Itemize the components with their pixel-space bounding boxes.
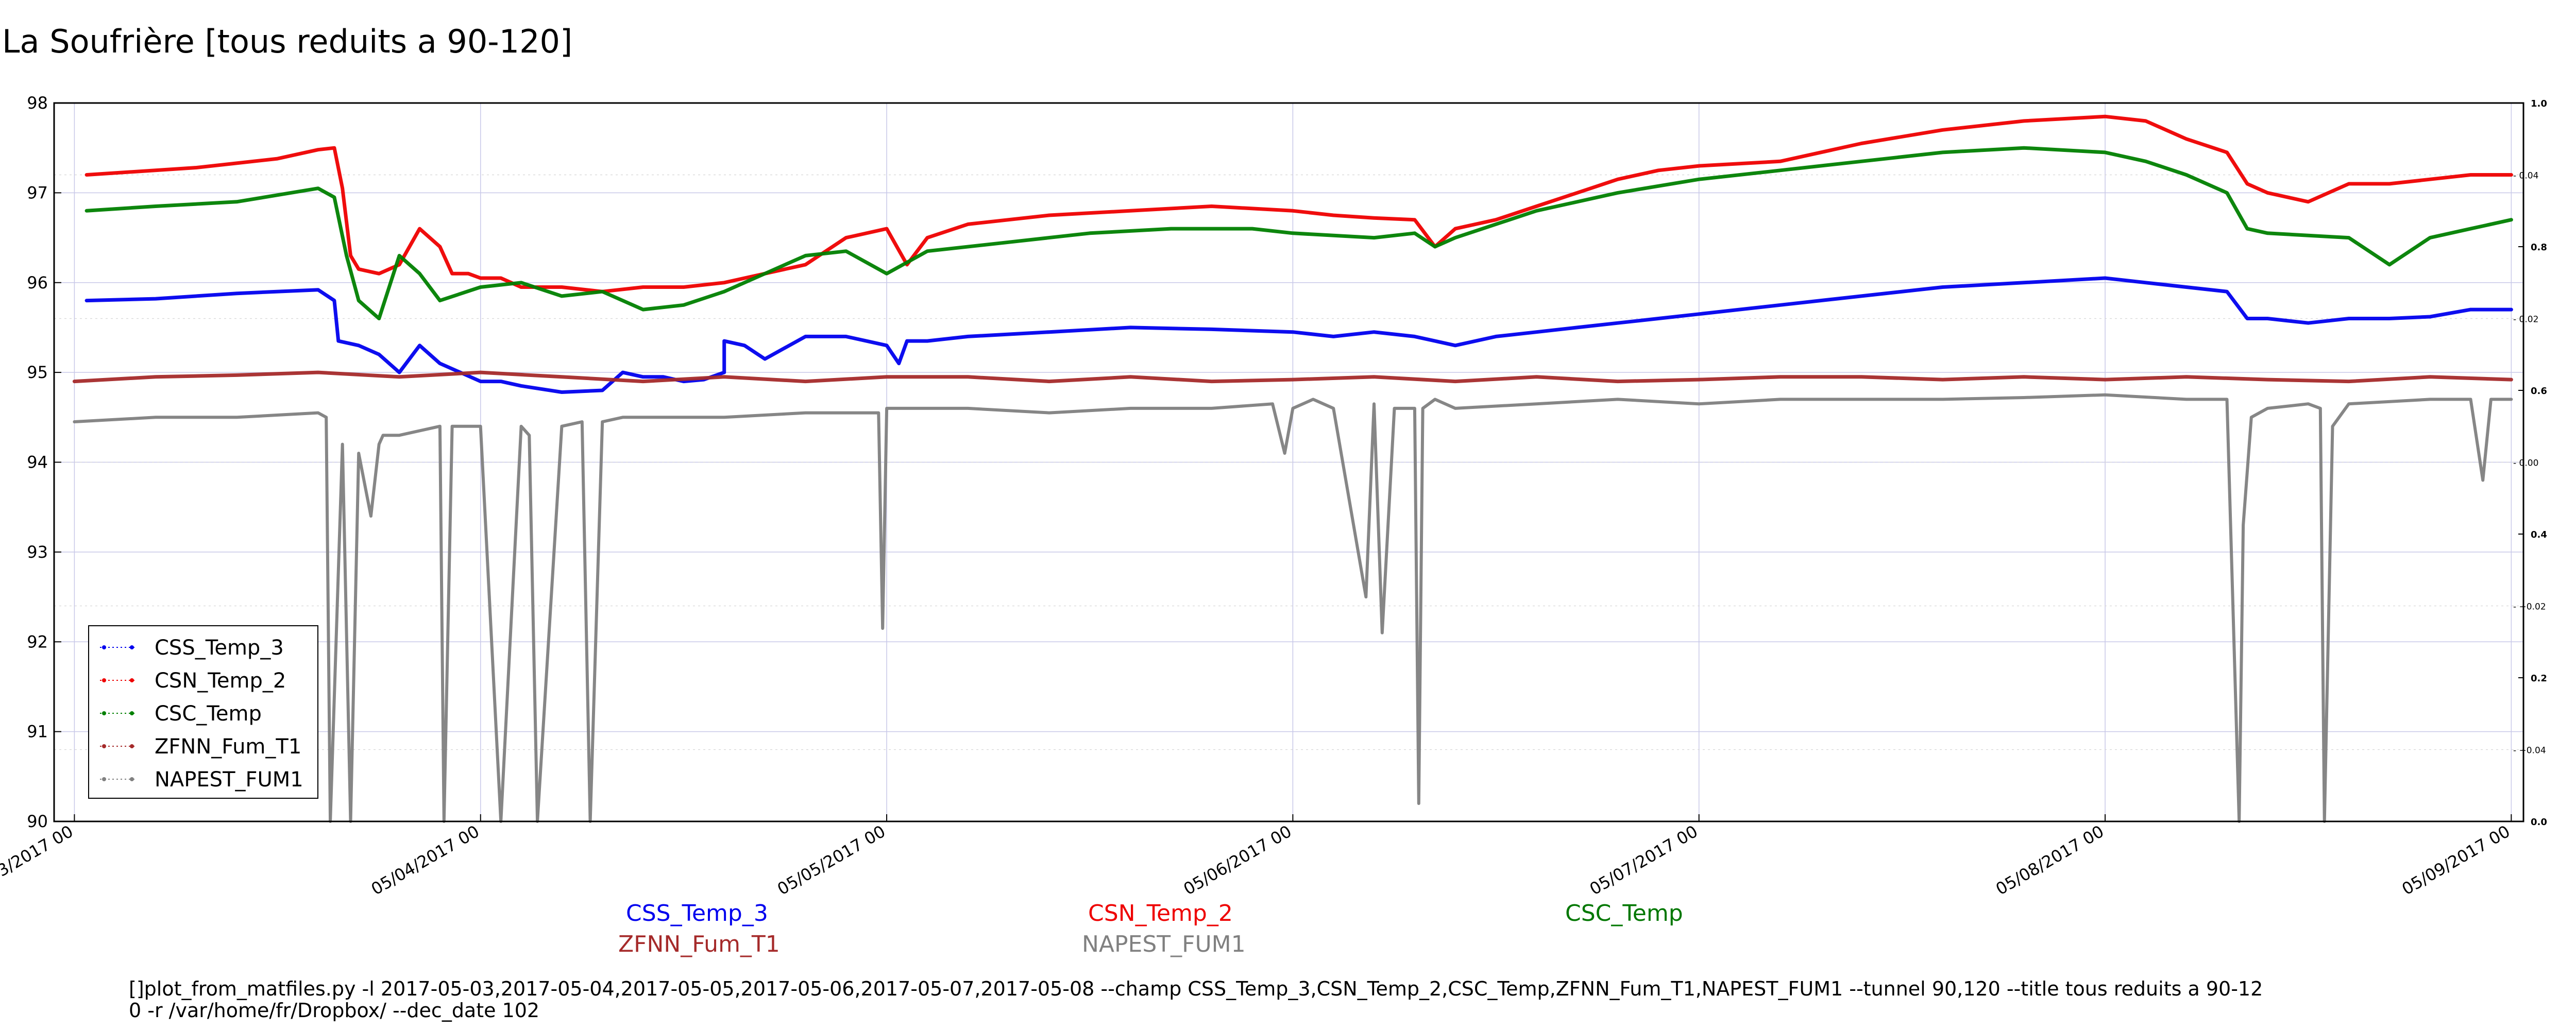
series-line-csn-temp-2	[84, 114, 2513, 294]
caption-zfnn-fum-t1: ZFNN_Fum_T1	[618, 931, 780, 957]
legend-marker	[130, 744, 134, 748]
legend-marker	[102, 711, 106, 715]
y-tick-label: 93	[27, 542, 48, 562]
y-tick-label: 98	[27, 93, 48, 113]
x-tick-label: 05/08/2017 00	[1992, 821, 2107, 899]
legend-marker	[102, 777, 106, 781]
command-line-2: 0 -r /var/home/fr/Dropbox/ --dec_date 10…	[129, 999, 540, 1022]
legend-label: CSN_Temp_2	[155, 669, 286, 693]
outer-right-tick-label: 1.0	[2531, 98, 2547, 109]
outer-right-tick-label: 0.0	[2531, 817, 2547, 828]
legend-marker	[130, 711, 134, 715]
y-tick-label: 92	[27, 632, 48, 651]
caption-csn-temp-2: CSN_Temp_2	[1088, 900, 1233, 926]
inner-right-tick-label: - 0.02	[2513, 315, 2538, 325]
x-tick-label: 05/05/2017 00	[774, 821, 889, 899]
inner-right-tick-label: - −0.02	[2513, 602, 2546, 612]
y-tick-label: 97	[27, 183, 48, 202]
series-line-napest-fum1	[73, 393, 2513, 823]
legend-marker	[130, 678, 134, 682]
x-tick-label: 05/06/2017 00	[1180, 821, 1295, 899]
legend-label: CSC_Temp	[155, 702, 262, 726]
axis-layer: 90 91 92 93 94 95 96 97 98 05/03/2017 00 05/04/201…	[0, 93, 2547, 899]
legend-label: ZFNN_Fum_T1	[155, 735, 301, 759]
legend-layer: CSS_Temp_3 CSN_Temp_2 CSC_Temp ZFNN_Fum_T1 N…	[88, 625, 318, 799]
series-line-csc-temp	[84, 146, 2513, 320]
legend-marker	[102, 744, 106, 748]
legend-label: NAPEST_FUM1	[155, 768, 303, 792]
y-tick-label: 96	[27, 273, 48, 293]
series-line-zfnn-fum-t1	[72, 370, 2513, 384]
legend-marker	[130, 645, 134, 649]
outer-right-tick-label: 0.8	[2531, 242, 2547, 253]
series-line-css-temp-3	[84, 276, 2513, 394]
legend-label: CSS_Temp_3	[155, 636, 284, 660]
caption-css-temp-3: CSS_Temp_3	[626, 900, 768, 926]
series-layer	[72, 114, 2513, 823]
legend-marker	[102, 645, 106, 649]
legend-marker	[130, 777, 134, 781]
x-tick-label: 05/07/2017 00	[1586, 821, 1701, 899]
y-tick-label: 94	[27, 453, 48, 472]
legend-box	[88, 625, 318, 799]
x-tick-label: 05/04/2017 00	[368, 821, 483, 899]
caption-csc-temp: CSC_Temp	[1565, 900, 1683, 926]
inner-right-tick-label: - 0.04	[2513, 171, 2538, 181]
outer-right-tick-label: 0.6	[2531, 386, 2547, 397]
inner-right-tick-label: - −0.04	[2513, 746, 2546, 756]
caption-napest-fum1: NAPEST_FUM1	[1082, 931, 1246, 957]
outer-right-tick-label: 0.2	[2531, 673, 2547, 684]
command-line-1: []plot_from_matfiles.py -l 2017-05-03,20…	[129, 977, 2263, 1000]
outer-right-tick-label: 0.4	[2531, 529, 2547, 540]
y-tick-label: 91	[27, 722, 48, 742]
page-title: La Soufrière [tous reduits a 90-120]	[2, 23, 573, 60]
y-tick-label: 90	[27, 812, 48, 831]
inner-right-tick-label: - 0.00	[2513, 458, 2538, 469]
y-tick-label: 95	[27, 363, 48, 382]
legend-marker	[102, 678, 106, 682]
x-tick-label: 05/03/2017 00	[0, 821, 76, 899]
x-tick-label: 05/09/2017 00	[2399, 821, 2514, 899]
